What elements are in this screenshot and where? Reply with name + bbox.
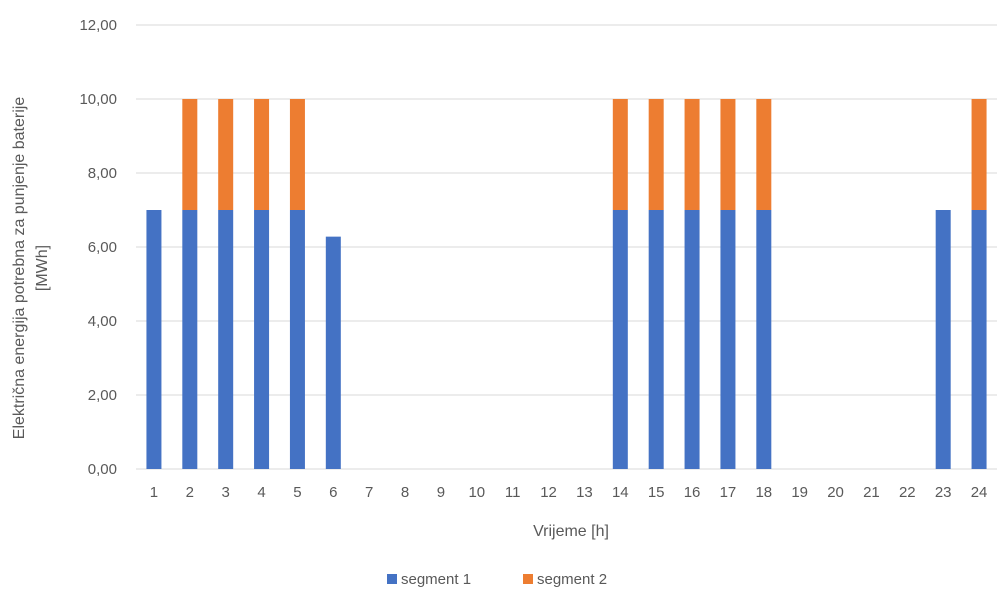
- bar-segment-2-hour-4: [254, 99, 270, 210]
- x-tick-label: 8: [401, 484, 409, 501]
- bar-segment-1-hour-3: [218, 210, 234, 469]
- x-tick-label: 17: [720, 484, 737, 501]
- x-tick-label: 19: [791, 484, 808, 501]
- x-tick-label: 1: [150, 484, 158, 501]
- bar-segment-2-hour-16: [684, 99, 700, 210]
- bar-segment-2-hour-17: [720, 99, 736, 210]
- y-tick-label: 8,00: [88, 165, 117, 182]
- gridlines: [136, 24, 997, 470]
- x-tick-label: 10: [468, 484, 485, 501]
- y-tick-label: 6,00: [88, 239, 117, 256]
- x-tick-label: 13: [576, 484, 593, 501]
- legend-swatch-segment-2: [523, 574, 533, 584]
- y-tick-label: 2,00: [88, 387, 117, 404]
- y-tick-label: 0,00: [88, 461, 117, 478]
- y-tick-label: 10,00: [79, 91, 117, 108]
- bar-segment-2-hour-24: [971, 99, 987, 210]
- bar-segment-1-hour-14: [612, 210, 628, 469]
- bar-segment-2-hour-14: [612, 99, 628, 210]
- y-tick-label: 4,00: [88, 313, 117, 330]
- bar-segment-1-hour-1: [146, 210, 162, 469]
- bar-segment-2-hour-3: [218, 99, 234, 210]
- x-tick-label: 21: [863, 484, 880, 501]
- bars: [146, 99, 987, 469]
- bar-segment-1-hour-4: [254, 210, 270, 469]
- y-tick-label: 12,00: [79, 17, 117, 34]
- bar-segment-1-hour-23: [935, 210, 951, 469]
- legend-swatch-segment-1: [387, 574, 397, 584]
- bar-segment-2-hour-18: [756, 99, 772, 210]
- y-axis-title-line-1: Električna energija potrebna za punjenje…: [11, 97, 28, 440]
- x-tick-label: 20: [827, 484, 844, 501]
- x-tick-label: 18: [755, 484, 772, 501]
- x-tick-label: 2: [186, 484, 194, 501]
- x-tick-label: 3: [222, 484, 230, 501]
- bar-segment-1-hour-5: [289, 210, 305, 469]
- y-axis-title-line-2: [MWh]: [34, 245, 51, 291]
- x-tick-label: 24: [971, 484, 988, 501]
- legend-label-segment-2: segment 2: [537, 571, 607, 588]
- bar-segment-1-hour-6: [325, 236, 341, 469]
- x-axis-tick-labels: 1 2 3 4 5 6 7 8 9 10 11 12 13 14 15 16 17 18 19 20 21 22 23 24: [150, 484, 988, 501]
- legend-label-segment-1: segment 1: [401, 571, 471, 588]
- x-tick-label: 22: [899, 484, 916, 501]
- bar-segment-1-hour-15: [648, 210, 664, 469]
- y-axis-tick-labels: 0,00 2,00 4,00 6,00 8,00 10,00 12,00: [79, 17, 117, 478]
- x-tick-label: 6: [329, 484, 337, 501]
- bar-segment-2-hour-15: [648, 99, 664, 210]
- x-tick-label: 23: [935, 484, 952, 501]
- x-tick-label: 4: [257, 484, 265, 501]
- bar-segment-1-hour-17: [720, 210, 736, 469]
- bar-segment-1-hour-2: [182, 210, 198, 469]
- bar-segment-1-hour-24: [971, 210, 987, 469]
- x-tick-label: 15: [648, 484, 665, 501]
- x-tick-label: 11: [505, 484, 521, 501]
- x-tick-label: 7: [365, 484, 373, 501]
- bar-segment-1-hour-18: [756, 210, 772, 469]
- x-tick-label: 16: [684, 484, 701, 501]
- x-tick-label: 5: [293, 484, 301, 501]
- y-axis-title: Električna energija potrebna za punjenje…: [11, 97, 51, 440]
- x-tick-label: 14: [612, 484, 629, 501]
- bar-segment-2-hour-2: [182, 99, 198, 210]
- bar-segment-1-hour-16: [684, 210, 700, 469]
- legend: segment 1 segment 2: [387, 571, 607, 588]
- bar-segment-2-hour-5: [289, 99, 305, 210]
- x-tick-label: 9: [437, 484, 445, 501]
- x-tick-label: 12: [540, 484, 557, 501]
- x-axis-title: Vrijeme [h]: [533, 523, 609, 540]
